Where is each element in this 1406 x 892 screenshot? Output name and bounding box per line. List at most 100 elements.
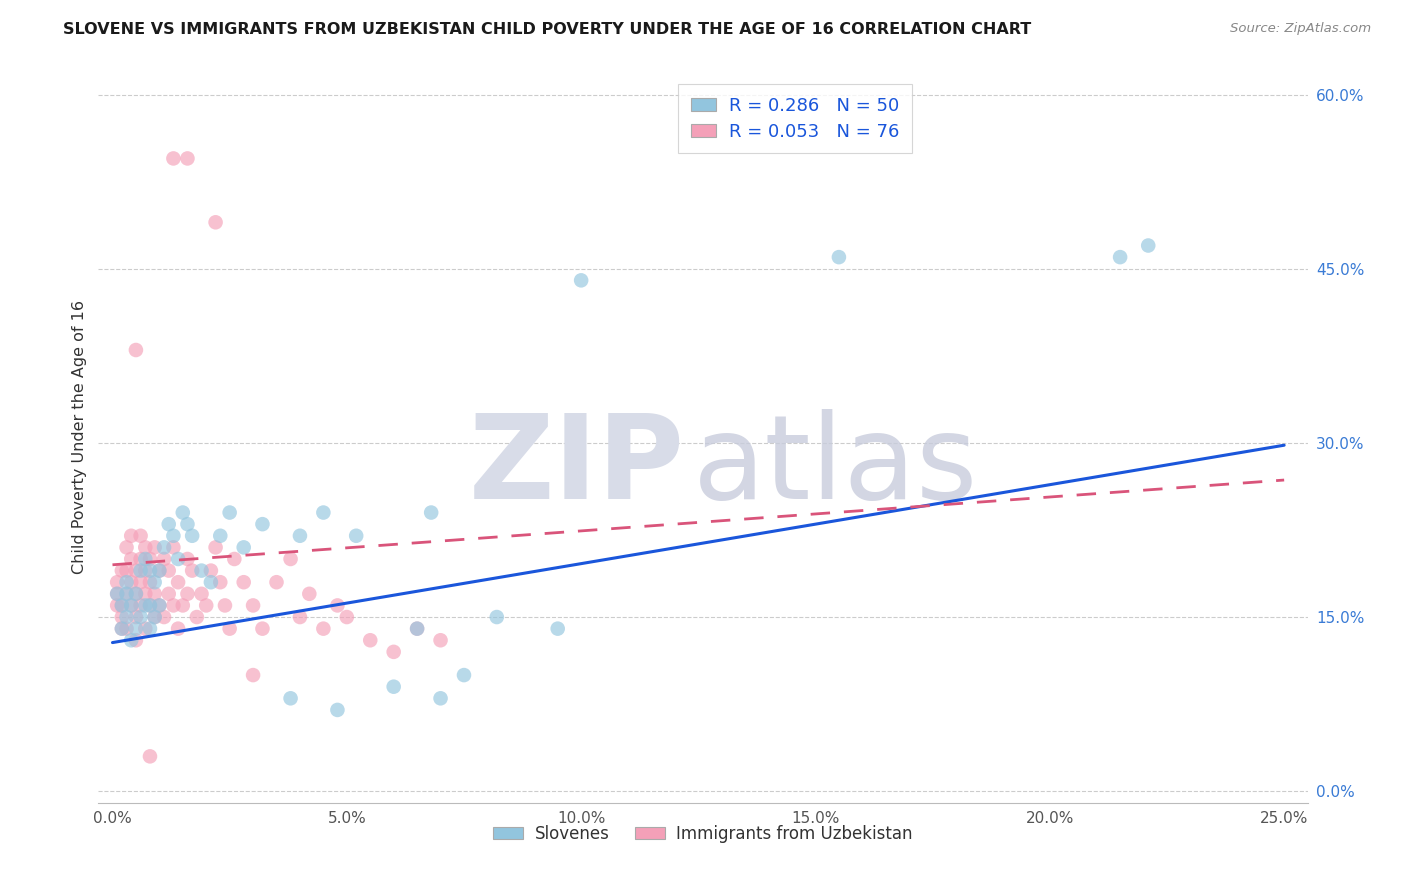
Point bbox=[288, 529, 311, 543]
Point bbox=[200, 575, 222, 590]
Point bbox=[266, 575, 288, 590]
Point bbox=[139, 622, 162, 636]
Point bbox=[280, 691, 302, 706]
Point bbox=[139, 599, 162, 613]
Point bbox=[143, 541, 166, 555]
Point bbox=[382, 645, 405, 659]
Point bbox=[429, 691, 451, 706]
Point bbox=[176, 517, 198, 532]
Point bbox=[125, 587, 148, 601]
Point bbox=[148, 564, 170, 578]
Point bbox=[218, 506, 240, 520]
Point bbox=[167, 552, 190, 566]
Point bbox=[157, 564, 180, 578]
Point bbox=[139, 749, 162, 764]
Point bbox=[115, 587, 138, 601]
Point bbox=[167, 622, 190, 636]
Point bbox=[181, 564, 204, 578]
Point bbox=[148, 599, 170, 613]
Point bbox=[162, 599, 184, 613]
Point bbox=[172, 599, 194, 613]
Point bbox=[190, 564, 212, 578]
Point bbox=[298, 587, 321, 601]
Point bbox=[406, 622, 429, 636]
Point bbox=[115, 622, 138, 636]
Point bbox=[153, 552, 176, 566]
Point bbox=[162, 152, 184, 166]
Point bbox=[288, 610, 311, 624]
Point bbox=[429, 633, 451, 648]
Point bbox=[153, 541, 176, 555]
Point bbox=[172, 506, 194, 520]
Point bbox=[420, 506, 443, 520]
Point bbox=[105, 587, 128, 601]
Point bbox=[157, 517, 180, 532]
Point bbox=[120, 575, 142, 590]
Point bbox=[134, 552, 156, 566]
Point bbox=[167, 575, 190, 590]
Point bbox=[111, 599, 134, 613]
Point bbox=[120, 599, 142, 613]
Point bbox=[134, 587, 156, 601]
Point bbox=[326, 703, 349, 717]
Point bbox=[569, 273, 592, 287]
Point bbox=[134, 622, 156, 636]
Point bbox=[280, 552, 302, 566]
Point bbox=[139, 564, 162, 578]
Point bbox=[485, 610, 508, 624]
Point bbox=[1137, 238, 1160, 252]
Point bbox=[176, 587, 198, 601]
Point bbox=[162, 541, 184, 555]
Point bbox=[162, 529, 184, 543]
Point bbox=[111, 622, 134, 636]
Point bbox=[134, 599, 156, 613]
Point bbox=[125, 622, 148, 636]
Point bbox=[125, 610, 148, 624]
Point bbox=[111, 610, 134, 624]
Point bbox=[204, 541, 226, 555]
Point bbox=[209, 575, 232, 590]
Point bbox=[129, 575, 152, 590]
Y-axis label: Child Poverty Under the Age of 16: Child Poverty Under the Age of 16 bbox=[72, 300, 87, 574]
Point bbox=[105, 587, 128, 601]
Point bbox=[111, 599, 134, 613]
Point bbox=[134, 564, 156, 578]
Point bbox=[200, 564, 222, 578]
Point bbox=[453, 668, 475, 682]
Point bbox=[139, 552, 162, 566]
Point bbox=[129, 599, 152, 613]
Point bbox=[359, 633, 381, 648]
Point bbox=[190, 587, 212, 601]
Point bbox=[143, 587, 166, 601]
Point bbox=[312, 506, 335, 520]
Point bbox=[336, 610, 359, 624]
Point bbox=[129, 552, 152, 566]
Point bbox=[115, 541, 138, 555]
Point bbox=[252, 517, 274, 532]
Point bbox=[115, 587, 138, 601]
Point bbox=[186, 610, 208, 624]
Point bbox=[176, 152, 198, 166]
Point bbox=[143, 610, 166, 624]
Point bbox=[115, 610, 138, 624]
Point bbox=[232, 541, 254, 555]
Point bbox=[252, 622, 274, 636]
Point bbox=[828, 250, 851, 264]
Point bbox=[153, 610, 176, 624]
Point bbox=[195, 599, 218, 613]
Point bbox=[115, 575, 138, 590]
Point bbox=[120, 552, 142, 566]
Point bbox=[218, 622, 240, 636]
Point bbox=[105, 599, 128, 613]
Point bbox=[214, 599, 236, 613]
Point bbox=[129, 529, 152, 543]
Point bbox=[129, 610, 152, 624]
Point bbox=[157, 587, 180, 601]
Point bbox=[204, 215, 226, 229]
Point bbox=[209, 529, 232, 543]
Point bbox=[120, 599, 142, 613]
Text: atlas: atlas bbox=[693, 409, 979, 524]
Point bbox=[125, 343, 148, 357]
Point bbox=[125, 564, 148, 578]
Point bbox=[115, 564, 138, 578]
